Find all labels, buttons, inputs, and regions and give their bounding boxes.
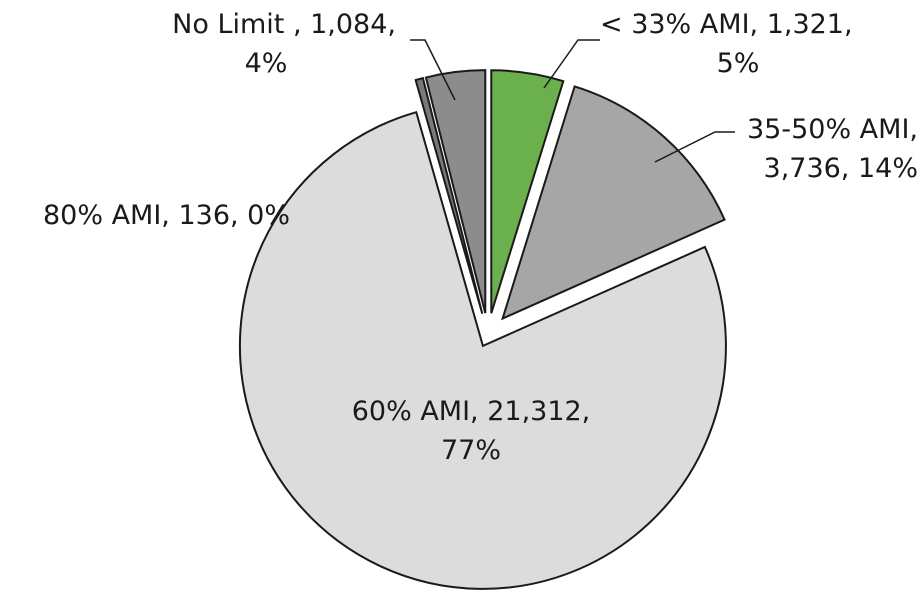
pie-slice-60-ami: [238, 110, 727, 590]
pie-slices: [238, 69, 727, 590]
leader-lines: [410, 39, 735, 163]
slice-labels: < 33% AMI, 1,321, 5% 35-50% AMI, 3,736, …: [43, 9, 918, 466]
label-60-ami-line1: 60% AMI, 21,312,: [352, 396, 591, 427]
label-35-50-ami-line1: 35-50% AMI,: [747, 114, 918, 145]
label-35-50-ami-line2: 3,736, 14%: [764, 153, 918, 184]
leader-line-35-50-ami: [654, 131, 735, 163]
label-below-33-ami-line2: 5%: [717, 48, 760, 79]
pie-slice-35-50-ami: [501, 85, 726, 321]
pie-slice-80-ami: [414, 76, 484, 315]
pie-slice-below-33-ami: [490, 69, 565, 314]
pie-slice-no-limit: [424, 69, 487, 314]
label-no-limit-line1: No Limit , 1,084,: [172, 9, 396, 40]
label-no-limit-line2: 4%: [245, 48, 288, 79]
label-60-ami-line2: 77%: [441, 435, 501, 466]
leader-line-below-33-ami: [543, 39, 600, 89]
label-80-ami: 80% AMI, 136, 0%: [43, 200, 290, 231]
leader-line-no-limit: [410, 39, 456, 101]
label-below-33-ami-line1: < 33% AMI, 1,321,: [600, 9, 853, 40]
